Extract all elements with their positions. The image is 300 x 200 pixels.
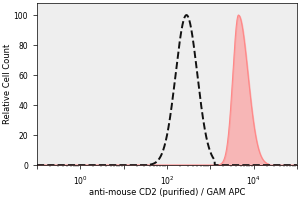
X-axis label: anti-mouse CD2 (purified) / GAM APC: anti-mouse CD2 (purified) / GAM APC <box>89 188 245 197</box>
Y-axis label: Relative Cell Count: Relative Cell Count <box>3 44 12 124</box>
